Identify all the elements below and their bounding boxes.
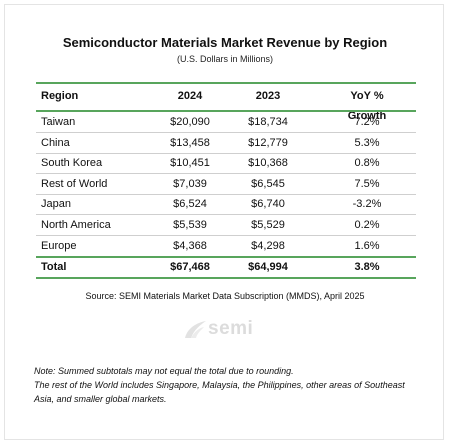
source-note: Source: SEMI Materials Market Data Subsc… xyxy=(85,291,365,301)
yoy-cell: 0.8% xyxy=(354,157,380,169)
table-row: Taiwan $20,090 $18,734 7.2% xyxy=(0,112,450,132)
rest-of-world-note: The rest of the World includes Singapore… xyxy=(34,380,405,404)
table-row: Japan $6,524 $6,740 -3.2% xyxy=(0,194,450,214)
table-title: Semiconductor Materials Market Revenue b… xyxy=(62,35,388,50)
header-2024: 2024 xyxy=(177,90,203,102)
row-divider xyxy=(36,153,416,154)
region-cell: Europe xyxy=(41,240,77,252)
value-2024-cell: $4,368 xyxy=(173,240,207,252)
value-2023-cell: $4,298 xyxy=(251,240,285,252)
total-bottom-rule xyxy=(36,277,416,279)
value-2024-cell: $7,039 xyxy=(173,178,207,190)
total-yoy: 3.8% xyxy=(354,261,380,273)
total-2024: $67,468 xyxy=(170,261,210,273)
yoy-cell: 7.2% xyxy=(354,116,380,128)
value-2023-cell: $6,740 xyxy=(251,198,285,210)
region-cell: Rest of World xyxy=(41,178,108,190)
yoy-cell: 5.3% xyxy=(354,137,380,149)
yoy-cell: -3.2% xyxy=(352,198,382,210)
semi-logo-text: semi xyxy=(208,318,254,339)
rounding-note: Note: Summed subtotals may not equal the… xyxy=(34,366,294,376)
value-2023-cell: $10,368 xyxy=(248,157,288,169)
total-2023: $64,994 xyxy=(248,261,288,273)
table-header-row: Region 2024 2023 YoY % Growth xyxy=(0,86,450,122)
region-cell: China xyxy=(41,137,70,149)
total-label: Total xyxy=(41,261,67,273)
region-cell: Japan xyxy=(41,198,71,210)
value-2023-cell: $18,734 xyxy=(248,116,288,128)
semi-logo-icon xyxy=(185,321,206,338)
table-subtitle: (U.S. Dollars in Millions) xyxy=(176,54,274,64)
row-divider xyxy=(36,132,416,133)
header-top-rule xyxy=(36,82,416,84)
region-cell: South Korea xyxy=(41,157,103,169)
region-cell: North America xyxy=(41,219,111,231)
table-row: Rest of World $7,039 $6,545 7.5% xyxy=(0,174,450,194)
row-divider xyxy=(36,194,416,195)
yoy-cell: 0.2% xyxy=(354,219,380,231)
value-2023-cell: $5,529 xyxy=(251,219,285,231)
row-divider xyxy=(36,235,416,236)
page-frame xyxy=(4,4,444,440)
value-2024-cell: $5,539 xyxy=(173,219,207,231)
value-2024-cell: $10,451 xyxy=(170,157,210,169)
total-row: Total $67,468 $64,994 3.8% xyxy=(0,257,450,277)
region-cell: Taiwan xyxy=(41,116,76,128)
header-region: Region xyxy=(41,90,79,102)
yoy-cell: 7.5% xyxy=(354,178,380,190)
header-bottom-rule xyxy=(36,110,416,112)
value-2024-cell: $20,090 xyxy=(170,116,210,128)
value-2023-cell: $12,779 xyxy=(248,137,288,149)
total-top-rule xyxy=(36,256,416,258)
table-row: Europe $4,368 $4,298 1.6% xyxy=(0,236,450,256)
table-row: North America $5,539 $5,529 0.2% xyxy=(0,215,450,235)
value-2023-cell: $6,545 xyxy=(251,178,285,190)
row-divider xyxy=(36,214,416,215)
value-2024-cell: $13,458 xyxy=(170,137,210,149)
header-2023: 2023 xyxy=(255,90,281,102)
header-yoy: YoY % Growth xyxy=(347,90,387,122)
table-row: China $13,458 $12,779 5.3% xyxy=(0,133,450,153)
yoy-cell: 1.6% xyxy=(354,240,380,252)
value-2024-cell: $6,524 xyxy=(173,198,207,210)
row-divider xyxy=(36,173,416,174)
table-row: South Korea $10,451 $10,368 0.8% xyxy=(0,153,450,173)
